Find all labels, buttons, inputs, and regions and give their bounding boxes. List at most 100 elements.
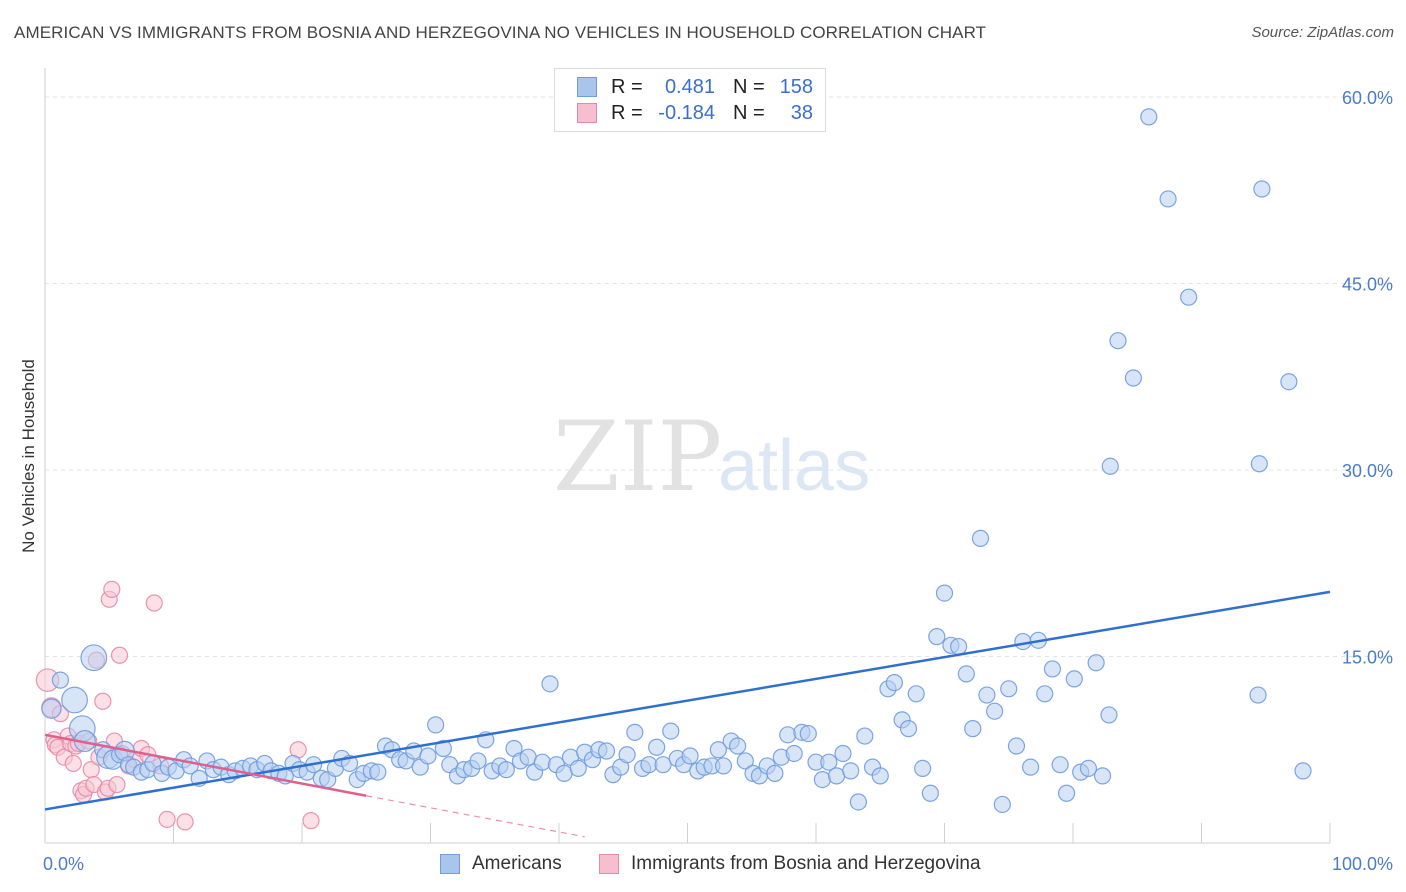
americans-point [1051, 756, 1069, 774]
americans-point [1180, 288, 1198, 306]
americans-point [569, 759, 587, 778]
series-legend: Americans Immigrants from Bosnia and Her… [0, 853, 1406, 877]
americans-point [51, 671, 70, 689]
legend-n-value: 158 [779, 75, 813, 98]
americans-point [369, 763, 387, 781]
americans-point [618, 746, 636, 764]
americans-point [935, 584, 954, 602]
watermark-atlas: atlas [718, 426, 870, 506]
bosnia-point [110, 646, 129, 664]
grid-lines [45, 96, 1392, 657]
americans-point [714, 757, 733, 775]
americans-point [950, 637, 968, 656]
americans-point [541, 675, 559, 693]
americans-point [834, 744, 852, 763]
americans-point [1000, 680, 1018, 698]
americans-point [61, 686, 88, 714]
legend-r-value: 0.481 [664, 75, 715, 98]
americans-point [80, 644, 108, 672]
americans-point [469, 752, 487, 770]
americans-point [907, 685, 925, 703]
x-tick-label: 100.0% [1332, 854, 1393, 874]
americans-point [978, 686, 996, 704]
series-legend-swatch-bosnia [599, 854, 619, 874]
americans-point [856, 727, 874, 745]
legend-swatch-bosnia [577, 103, 597, 123]
americans-point [681, 747, 699, 765]
americans-point [1109, 332, 1127, 350]
y-tick-label: 45.0% [1342, 275, 1393, 295]
americans-point [779, 726, 797, 744]
tick-labels: 15.0% 30.0% 45.0% 60.0% 0.0% 100.0% [43, 88, 1393, 874]
americans-point [957, 665, 975, 683]
y-tick-label: 60.0% [1342, 88, 1393, 108]
americans-point [709, 741, 727, 759]
americans-point [799, 724, 817, 743]
americans-point [1087, 654, 1105, 672]
bosnia-point [158, 810, 176, 828]
series-legend-americans: Americans [440, 853, 562, 875]
americans-point [497, 761, 515, 779]
bosnia-point [64, 754, 82, 773]
americans-point [766, 764, 784, 782]
watermark-zip: ZIP [553, 401, 722, 513]
series-legend-swatch-americans [440, 854, 460, 874]
americans-point [1036, 685, 1054, 703]
americans-point [1253, 180, 1271, 198]
x-tick-label: 0.0% [43, 854, 84, 874]
legend-r-value: -0.184 [658, 101, 715, 124]
legend-row-americans: R = 0.481 N = 158 [577, 75, 813, 99]
series-legend-label: Americans [472, 853, 562, 874]
americans-point [434, 739, 452, 758]
americans-point [1065, 670, 1083, 688]
americans-point [654, 756, 672, 774]
americans-point [899, 720, 918, 738]
americans-point [820, 753, 838, 771]
americans-point [1250, 455, 1268, 473]
americans-point [986, 702, 1004, 720]
americans-point [729, 737, 747, 755]
americans-point [871, 767, 889, 785]
legend-r-label: R = [611, 101, 643, 124]
bosnia-point [145, 594, 163, 612]
legend-r-label: R = [611, 75, 643, 98]
americans-point [921, 784, 939, 802]
americans-point [1101, 457, 1119, 475]
americans-point [419, 747, 437, 765]
correlation-legend: R = 0.481 N = 158 R = -0.184 N = 38 [554, 68, 826, 132]
bosnia-point [103, 580, 121, 598]
chart-title: AMERICAN VS IMMIGRANTS FROM BOSNIA AND H… [14, 23, 987, 42]
trend-lines [44, 590, 1331, 838]
americans-point [849, 793, 868, 811]
source-attribution: Source: ZipAtlas.com [1251, 24, 1394, 41]
y-tick-label: 15.0% [1342, 648, 1393, 668]
americans-point [1159, 190, 1177, 208]
y-axis-label: No Vehicles in Household [19, 359, 38, 553]
americans-point [626, 723, 644, 741]
americans-point [1124, 369, 1142, 387]
americans-point [1014, 632, 1032, 651]
series-legend-bosnia: Immigrants from Bosnia and Herzegovina [599, 853, 981, 875]
americans-point [1140, 108, 1158, 126]
americans-point [1249, 686, 1267, 704]
americans-point [885, 674, 903, 692]
americans-point [41, 698, 62, 719]
americans-point [1057, 784, 1076, 802]
americans-point [648, 738, 666, 756]
americans-point [1294, 762, 1312, 780]
legend-row-bosnia: R = -0.184 N = 38 [577, 101, 813, 125]
bosnia-point [94, 692, 112, 710]
americans-point [914, 759, 932, 778]
americans-point [1093, 767, 1112, 785]
americans-point [662, 722, 680, 740]
americans-point [1280, 373, 1298, 391]
americans-point [813, 770, 832, 789]
series-legend-label: Immigrants from Bosnia and Herzegovina [631, 853, 981, 874]
legend-n-label: N = [733, 75, 765, 98]
americans-point [842, 762, 860, 780]
americans-point [1007, 737, 1026, 755]
y-tick-label: 30.0% [1342, 461, 1393, 481]
americans-point [427, 716, 445, 734]
americans-point [736, 752, 754, 770]
